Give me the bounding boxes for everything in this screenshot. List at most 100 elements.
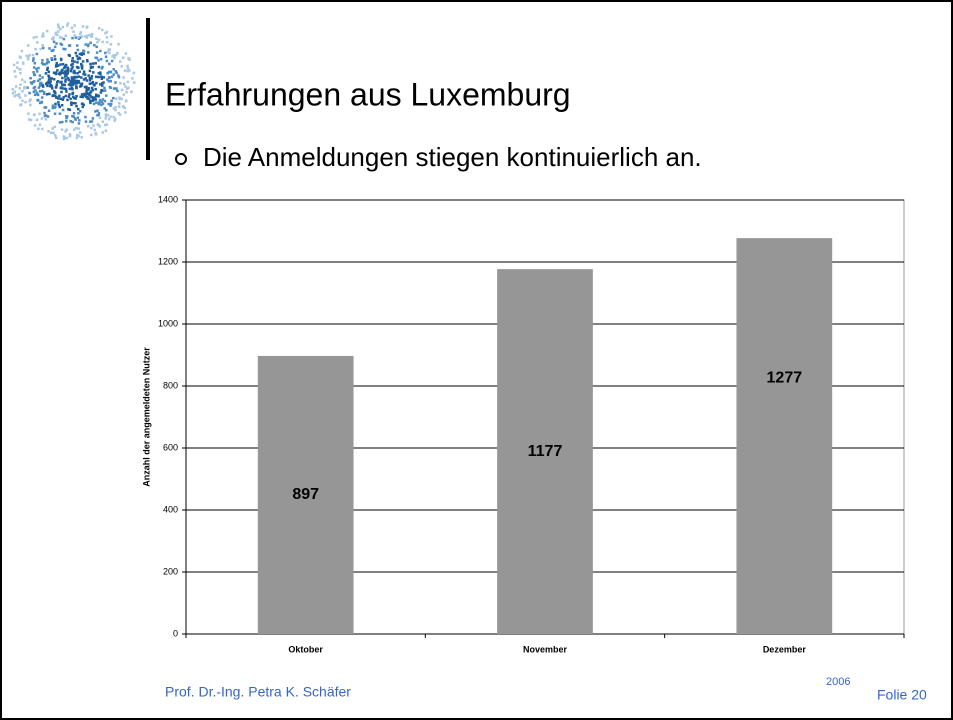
logo-dot [90,66,93,69]
slide: Erfahrungen aus Luxemburg Die Anmeldunge… [0,0,953,720]
logo-dot [108,77,111,80]
logo-dot [110,35,113,38]
logo-dot [75,87,78,90]
logo-dot [61,128,64,131]
y-tick-label: 0 [173,628,178,638]
logo-dot [118,97,121,100]
logo-dot [80,76,83,79]
logo-dot [113,57,116,60]
logo-dot [34,62,37,65]
logo-dot [76,55,79,58]
logo-dot [104,32,107,35]
logo-dot [59,121,62,124]
logo-dot [108,48,111,51]
logo-dot [54,46,57,49]
logo-dot [119,113,122,116]
logo-dot [54,103,57,106]
logo-dot [47,130,50,133]
logo-dot [80,31,83,33]
logo-dot [45,72,48,75]
logo-dot [77,36,80,39]
logo-dot [112,73,115,76]
logo-dot [96,41,99,44]
logo-dot [101,41,104,44]
logo-dot [80,52,83,55]
logo-dot [19,72,22,75]
logo-dot [70,70,73,73]
logo-dot [67,22,70,25]
logo-dot [79,57,82,60]
logo-dot [65,64,68,66]
logo-dot [91,89,94,92]
logo-dot [112,116,115,119]
logo-dot [65,117,68,120]
logo-dot [82,60,85,63]
logo-dot [69,98,72,101]
logo-dot [120,98,123,101]
logo-dot [89,70,92,73]
logo-dot [93,103,96,106]
logo-dot [89,79,92,82]
logo-dot [36,70,39,73]
logo-dot [57,101,60,104]
logo-dot [115,54,118,57]
logo-dot [81,102,84,105]
logo-dot [52,132,55,135]
logo-dot [95,95,98,98]
logo-dot [43,106,46,109]
logo-dot [59,98,62,101]
logo-dot [59,81,62,84]
logo-dot [127,81,130,84]
logo-dot [93,84,96,87]
logo-dot [88,94,91,97]
logo-dot [92,117,95,120]
logo-dot [43,112,46,115]
logo-dot [90,96,93,99]
logo-dot [94,132,97,135]
logo-dot [98,27,101,30]
logo-dot [75,52,78,55]
logo-dot [113,87,116,90]
logo-dot [122,76,125,79]
logo-dot [41,76,44,79]
logo-dot [58,95,61,98]
logo-dot [79,131,82,134]
logo-dot [95,38,98,41]
logo-dot [118,105,121,108]
logo-dot [114,106,117,109]
logo-dot [100,58,103,61]
logo-dot [125,52,128,55]
logo-dot [39,78,42,81]
logo-dot [53,41,56,44]
logo-dot [97,114,100,117]
logo-dot [13,64,16,66]
logo-dot [104,52,107,55]
logo-dot [34,48,37,51]
logo-dot [96,110,99,113]
logo-dot [53,91,56,94]
slide-number: Folie 20 [877,687,927,703]
logo-dot [39,102,42,105]
logo-dot [113,68,116,71]
logo-dot [60,37,63,40]
y-tick-label: 1000 [158,318,178,328]
logo-dot [78,75,81,78]
logo-dot [60,58,63,61]
logo-dot [81,65,84,68]
logo-dot [100,75,103,78]
logo-dot [112,55,115,58]
logo-dot [65,120,68,123]
logo-dot [46,68,49,71]
logo-dot [128,57,131,60]
logo-dot [26,86,29,89]
logo-dot [18,93,21,96]
logo-dot [67,77,70,80]
logo-dot [65,95,68,98]
logo-dot [71,77,74,80]
logo-dot [64,78,67,81]
logo-dot [89,120,92,123]
logo-dot [124,111,127,114]
logo-dot [80,96,83,99]
logo-dot [60,87,63,90]
logo-dot [90,134,93,137]
